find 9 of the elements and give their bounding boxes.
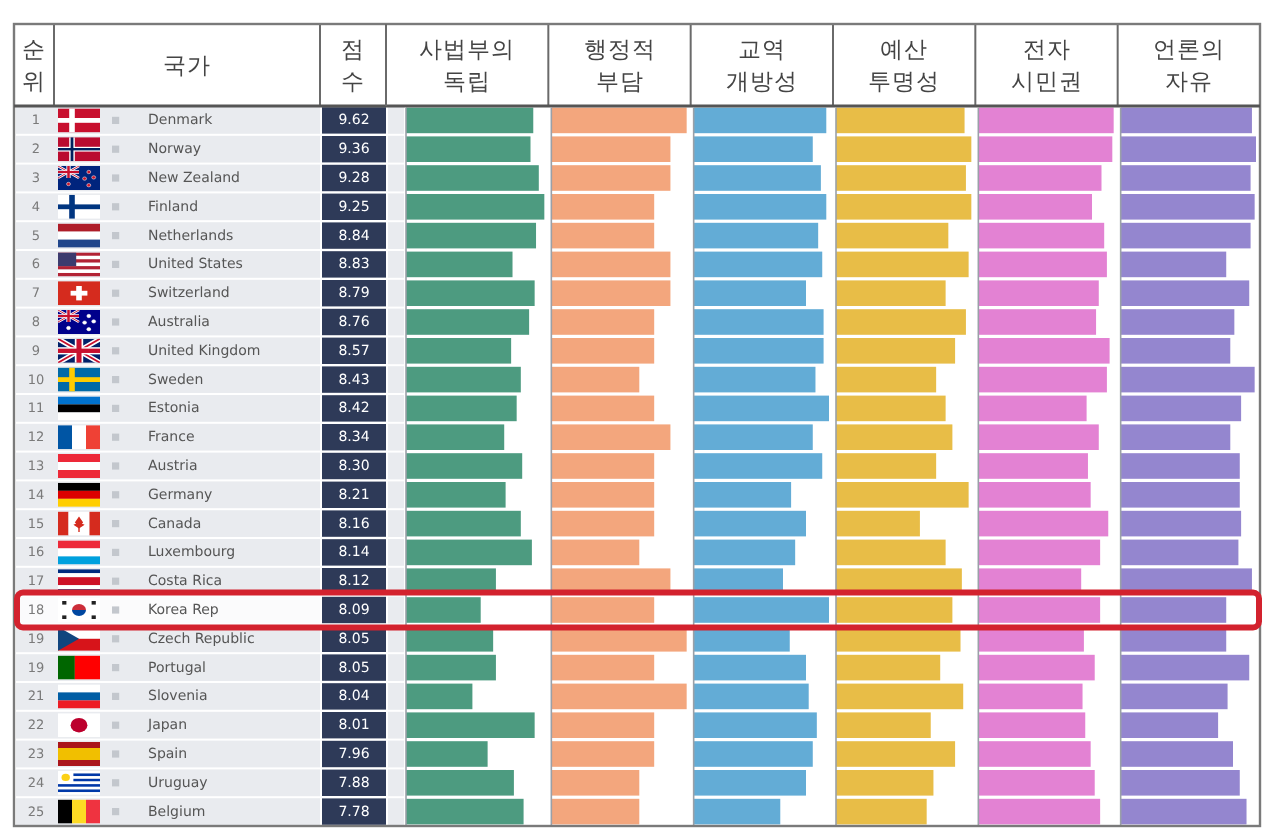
chart-title: 행정적 부담 [583, 35, 656, 95]
y2-axis-title: 국가 [163, 51, 211, 79]
chart-title: 예산 투명성 [868, 35, 941, 95]
chart-title: 언론의 자유 [1152, 35, 1225, 95]
chart-title: 사법부의 독립 [419, 35, 516, 95]
x-tick-label: 점수 [341, 35, 365, 95]
chart-title: 교역 개방성 [725, 35, 798, 95]
y-axis-title: 순위 [22, 35, 46, 95]
chart-title: 전자 시민권 [1010, 35, 1083, 95]
